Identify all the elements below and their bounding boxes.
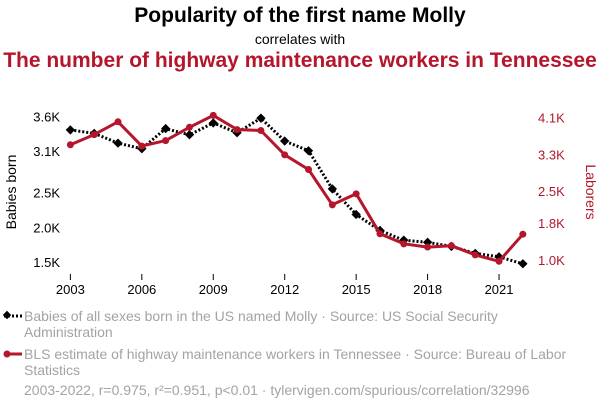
y-right-tick-label-1: 1.8K (538, 216, 565, 231)
series-1-point-2012 (281, 151, 289, 159)
y-right-tick-label-4: 4.1K (538, 111, 565, 126)
series-0-point-2007 (160, 123, 171, 134)
y-left-tick-label-4: 3.6K (33, 109, 60, 124)
series-0-point-2003 (65, 125, 76, 135)
series-0-point-2022 (518, 259, 528, 269)
series-0-point-2009 (208, 118, 218, 128)
series-1-point-2014 (328, 201, 336, 209)
series-1-point-2020 (471, 251, 479, 259)
legend-marker-molly (2, 310, 22, 320)
series-1-point-2022 (519, 230, 527, 238)
y-left-tick-label-2: 2.5K (33, 186, 60, 201)
chart-title-secondary: The number of highway maintenance worker… (3, 49, 597, 72)
correlation-footer: 2003-2022, r=0.975, r²=0.951, p<0.01 · t… (24, 382, 530, 398)
y-left-tick-label-0: 1.5K (33, 255, 60, 270)
series-1-point-2005 (114, 118, 122, 126)
series-0-point-2015 (351, 209, 361, 220)
series-1-point-2007 (162, 137, 170, 145)
x-tick-label-2018: 2018 (413, 282, 442, 297)
series-line-1 (69, 113, 525, 263)
series-1-point-2016 (376, 230, 384, 238)
series-1-point-2006 (138, 142, 146, 150)
series-0-point-2013 (303, 146, 314, 156)
series-1-point-2017 (400, 240, 408, 248)
series-1-point-2019 (447, 242, 455, 250)
series-1-point-2003 (66, 141, 74, 149)
legend-label-laborers: BLS estimate of highway maintenance work… (24, 346, 567, 378)
y-right-axis-title: Laborers (583, 164, 599, 219)
x-tick-label-2006: 2006 (127, 282, 156, 297)
series-1-point-2004 (90, 131, 98, 139)
x-tick-label-2012: 2012 (270, 282, 299, 297)
chart-subtitle: correlates with (254, 31, 346, 47)
y-right-tick-label-0: 1.0K (538, 253, 565, 268)
series-0-point-2005 (113, 138, 123, 148)
chart-title: Popularity of the first name Molly (134, 4, 466, 27)
x-tick-label-2021: 2021 (485, 282, 514, 297)
y-left-axis-title: Babies born (3, 155, 19, 230)
series-0-point-2014 (327, 184, 338, 194)
y-right-tick-label-3: 3.3K (538, 147, 565, 162)
series-1-point-2010 (233, 126, 241, 134)
y-left-tick-label-1: 2.0K (33, 220, 60, 235)
series-1-point-2013 (305, 166, 313, 174)
series-1-point-2015 (352, 190, 360, 198)
x-tick-label-2015: 2015 (342, 282, 371, 297)
series-0-point-2012 (280, 136, 290, 146)
series-1-point-2011 (257, 127, 265, 135)
y-right-tick-label-2: 2.5K (538, 184, 565, 199)
series-1-point-2009 (209, 111, 217, 119)
series-1-point-2008 (185, 123, 193, 131)
legend-label-molly: Babies of all sexes born in the US named… (24, 308, 498, 340)
legend-marker-laborers (3, 350, 22, 358)
x-tick-label-2003: 2003 (56, 282, 85, 297)
series-1-point-2021 (495, 257, 503, 265)
series-0-point-2008 (184, 130, 195, 140)
x-tick-label-2009: 2009 (199, 282, 228, 297)
series-1-point-2018 (424, 243, 432, 251)
series-line-0 (70, 116, 524, 266)
y-left-tick-label-3: 3.1K (33, 144, 60, 159)
